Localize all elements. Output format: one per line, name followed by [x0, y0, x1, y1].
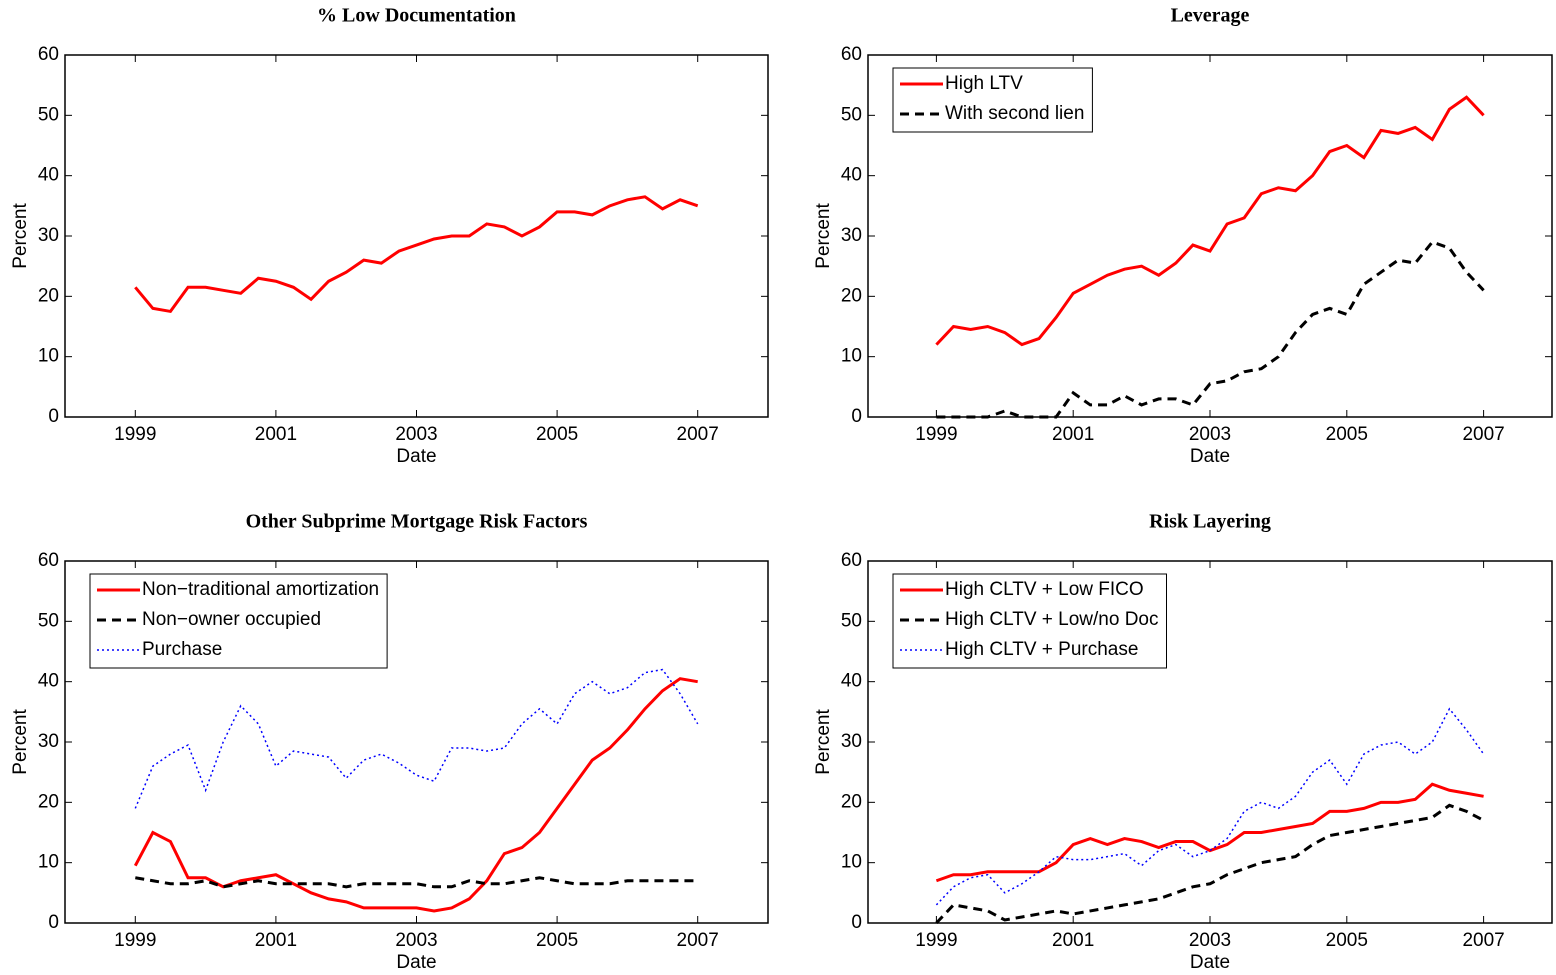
x-tick-label: 2003 — [1189, 424, 1231, 445]
x-tick-label: 2005 — [1326, 424, 1368, 445]
axes-box — [867, 54, 1553, 418]
series-line — [134, 668, 699, 809]
x-tick-label: 2007 — [1462, 930, 1504, 951]
x-tick-label: 2003 — [395, 424, 437, 445]
x-tick-label: 2003 — [395, 930, 437, 951]
y-tick-label: 40 — [841, 165, 862, 186]
x-tick-label: 1999 — [114, 424, 156, 445]
y-tick-label: 20 — [841, 285, 862, 306]
y-tick-label: 10 — [38, 852, 59, 873]
y-tick-label: 50 — [841, 610, 862, 631]
y-tick-label: 0 — [851, 406, 862, 427]
series-line — [935, 95, 1485, 347]
x-tick-label: 2005 — [536, 424, 578, 445]
series-line — [935, 782, 1484, 883]
x-tick-label: 2005 — [536, 930, 578, 951]
legend-label: With second lien — [945, 103, 1084, 124]
y-tick-label: 50 — [841, 104, 862, 125]
x-axis-label: Date — [396, 952, 436, 973]
series-line — [935, 803, 1485, 925]
y-tick-label: 20 — [38, 285, 59, 306]
x-tick-label: 2001 — [1052, 424, 1094, 445]
series-line — [935, 707, 1485, 906]
legend-label: High CLTV + Low/no Doc — [945, 609, 1159, 630]
y-tick-label: 50 — [38, 610, 59, 631]
y-tick-label: 0 — [48, 406, 59, 427]
axes-box — [64, 54, 769, 418]
x-tick-label: 1999 — [915, 930, 957, 951]
series-line — [133, 677, 698, 913]
subplot: Other Subprime Mortgage Risk Factors Date… — [10, 511, 769, 973]
x-tick-label: 2007 — [1462, 424, 1504, 445]
chart-title: % Low Documentation — [317, 5, 516, 27]
axes-box — [867, 560, 1553, 924]
y-axis-label: Percent — [813, 203, 834, 269]
chart-title: Leverage — [1171, 5, 1250, 27]
y-tick-label: 50 — [38, 104, 59, 125]
x-tick-label: 2003 — [1189, 930, 1231, 951]
chart-title: Other Subprime Mortgage Risk Factors — [246, 511, 588, 533]
x-tick-label: 1999 — [915, 424, 957, 445]
y-tick-label: 60 — [841, 44, 862, 65]
chart-title: Risk Layering — [1149, 511, 1271, 533]
legend: Non−traditional amortization Non−owner oc… — [89, 573, 388, 669]
y-tick-label: 30 — [38, 225, 59, 246]
y-tick-label: 60 — [38, 44, 59, 65]
legend-label: High CLTV + Purchase — [945, 639, 1138, 660]
x-axis-label: Date — [1190, 952, 1230, 973]
subplot: Risk Layering Date Percent 0 10 20 30 40 50 60 199… — [813, 511, 1553, 973]
series-line — [936, 240, 1485, 419]
y-tick-label: 30 — [841, 731, 862, 752]
x-tick-label: 2005 — [1326, 930, 1368, 951]
axes-box — [64, 560, 769, 924]
y-tick-label: 30 — [841, 225, 862, 246]
x-tick-label: 2007 — [677, 424, 719, 445]
x-tick-label: 2001 — [255, 930, 297, 951]
x-tick-label: 2007 — [677, 930, 719, 951]
y-axis-label: Percent — [813, 709, 834, 775]
y-tick-label: 60 — [841, 550, 862, 571]
y-tick-label: 40 — [841, 671, 862, 692]
legend: High CLTV + Low FICO High CLTV + Low/no D… — [892, 573, 1167, 669]
subplot: Leverage Date Percent 0 10 20 30 40 50 60 1999 2001… — [813, 5, 1553, 467]
legend-label: Purchase — [142, 639, 222, 660]
legend: High LTV With second lien — [892, 67, 1093, 133]
y-tick-label: 10 — [38, 346, 59, 367]
series-line — [134, 195, 699, 314]
y-tick-label: 0 — [48, 912, 59, 933]
y-axis-label: Percent — [10, 709, 31, 775]
y-tick-label: 20 — [841, 791, 862, 812]
y-tick-label: 0 — [851, 912, 862, 933]
y-tick-label: 40 — [38, 165, 59, 186]
x-tick-label: 1999 — [114, 930, 156, 951]
y-axis-label: Percent — [10, 203, 31, 269]
legend-label: High CLTV + Low FICO — [945, 579, 1144, 600]
y-tick-label: 40 — [38, 671, 59, 692]
x-tick-label: 2001 — [255, 424, 297, 445]
legend-label: Non−traditional amortization — [142, 579, 379, 600]
y-tick-label: 30 — [38, 731, 59, 752]
legend-box — [892, 67, 1093, 133]
y-tick-label: 60 — [38, 550, 59, 571]
y-tick-label: 20 — [38, 791, 59, 812]
legend-label: Non−owner occupied — [142, 609, 321, 630]
series-line — [135, 876, 698, 889]
x-axis-label: Date — [1190, 446, 1230, 467]
x-axis-label: Date — [396, 446, 436, 467]
x-tick-label: 2001 — [1052, 930, 1094, 951]
y-tick-label: 10 — [841, 852, 862, 873]
y-tick-label: 10 — [841, 346, 862, 367]
subplot: % Low Documentation Date Percent 0 10 20 30 40 5… — [10, 5, 769, 467]
legend-label: High LTV — [945, 73, 1023, 94]
